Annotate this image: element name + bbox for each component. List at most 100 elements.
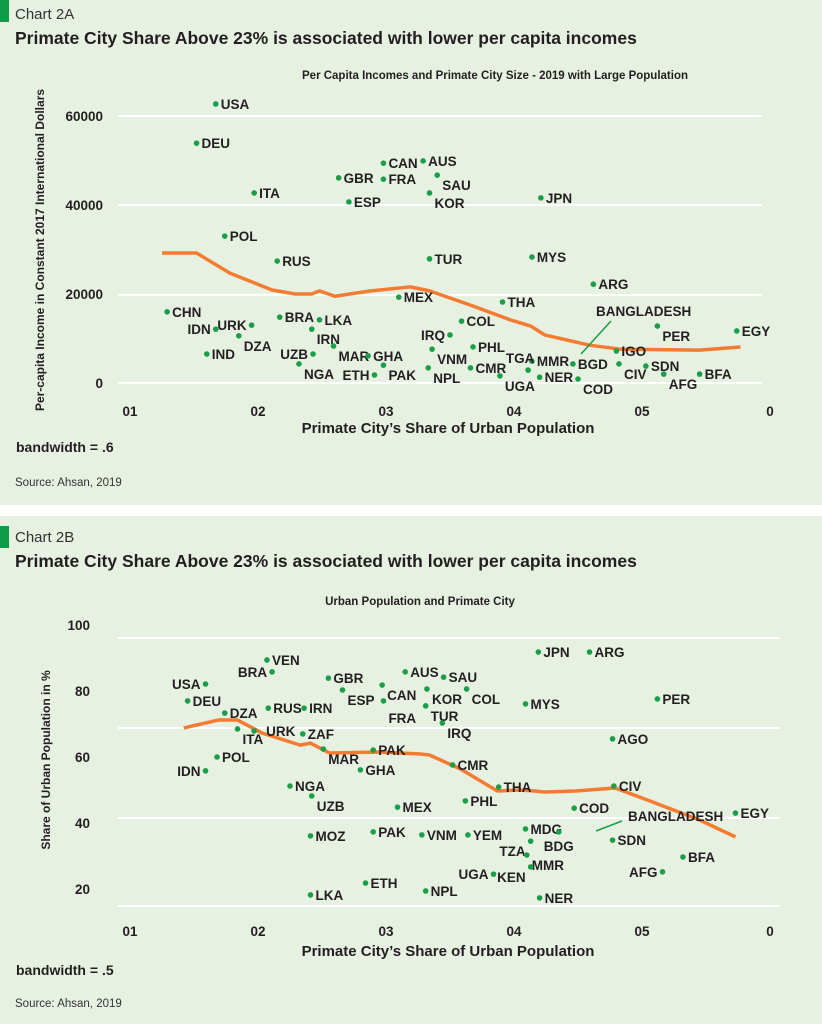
data-point bbox=[611, 783, 617, 789]
data-point bbox=[422, 703, 429, 709]
data-point-label: KOR bbox=[432, 692, 462, 707]
x-axis-title: Primate City’s Share of Urban Population bbox=[301, 943, 595, 960]
annotation-label: BANGLADESH bbox=[596, 304, 691, 319]
data-point bbox=[346, 199, 352, 205]
data-point bbox=[420, 158, 426, 164]
data-point-label: AFG bbox=[629, 865, 658, 880]
data-point bbox=[429, 346, 435, 352]
data-point-label: VEN bbox=[272, 653, 300, 668]
data-point bbox=[269, 669, 275, 675]
data-point bbox=[535, 649, 542, 655]
data-point-label: DZA bbox=[230, 706, 258, 721]
data-point bbox=[536, 374, 543, 381]
data-point-label: SDN bbox=[651, 359, 680, 374]
data-point bbox=[575, 376, 581, 382]
data-point-label: GBR bbox=[333, 671, 363, 686]
data-point bbox=[527, 864, 534, 870]
chart-kicker: Chart 2B bbox=[15, 529, 75, 546]
data-point bbox=[696, 371, 703, 377]
data-point bbox=[449, 762, 456, 768]
data-point bbox=[680, 854, 686, 860]
data-point bbox=[556, 829, 562, 835]
data-point bbox=[335, 175, 342, 181]
data-point bbox=[660, 371, 667, 377]
x-tick-label: 04 bbox=[506, 404, 522, 419]
data-point-label: BFA bbox=[688, 850, 715, 865]
data-point bbox=[447, 332, 453, 338]
x-tick-label: 02 bbox=[250, 924, 265, 939]
data-point-label: DEU bbox=[193, 694, 222, 709]
data-point bbox=[251, 728, 257, 734]
data-point bbox=[212, 326, 219, 332]
data-point-label: SAU bbox=[442, 178, 471, 193]
data-point-label: MEX bbox=[403, 800, 432, 815]
data-point bbox=[380, 176, 387, 182]
data-point bbox=[402, 669, 409, 675]
annotation-leader-line bbox=[580, 320, 612, 355]
data-point bbox=[212, 101, 219, 107]
chart-title: Primate City Share Above 23% is associat… bbox=[15, 551, 637, 571]
data-point bbox=[609, 736, 616, 742]
data-point-label: UZB bbox=[280, 347, 308, 362]
data-point-label: TZA bbox=[499, 844, 525, 859]
data-point-label: UZB bbox=[317, 799, 345, 814]
data-point-label: IRN bbox=[309, 701, 332, 716]
data-point-label: MOZ bbox=[315, 829, 345, 844]
data-point-label: SDN bbox=[618, 833, 647, 848]
data-point bbox=[529, 358, 535, 364]
data-point bbox=[733, 328, 740, 334]
data-point bbox=[616, 361, 622, 367]
data-point bbox=[654, 323, 661, 329]
data-point-label: THA bbox=[504, 780, 532, 795]
data-point-label: JPN bbox=[543, 645, 569, 660]
data-point-label: MYS bbox=[537, 250, 566, 265]
data-point bbox=[184, 698, 191, 704]
data-point bbox=[490, 871, 497, 877]
data-point-label: UGA bbox=[459, 867, 489, 882]
data-point-label: ETH bbox=[342, 368, 369, 383]
data-point-label: MAR bbox=[328, 752, 359, 767]
data-point-label: PAK bbox=[378, 825, 406, 840]
data-point bbox=[320, 746, 327, 752]
data-point-label: CAN bbox=[387, 688, 416, 703]
chart-title: Primate City Share Above 23% is associat… bbox=[15, 28, 637, 48]
x-tick-label: 05 bbox=[634, 924, 650, 939]
data-point bbox=[467, 365, 474, 371]
data-point bbox=[221, 710, 228, 716]
data-point-label: COD bbox=[579, 801, 609, 816]
data-point bbox=[264, 657, 270, 663]
data-point bbox=[396, 294, 402, 300]
data-point bbox=[214, 754, 220, 760]
data-point-label: DZA bbox=[244, 339, 272, 354]
data-point bbox=[202, 681, 209, 687]
data-point bbox=[470, 344, 476, 350]
data-point-label: NPL bbox=[433, 371, 460, 386]
data-point-label: VNM bbox=[437, 352, 467, 367]
chart-kicker: Chart 2A bbox=[15, 6, 75, 23]
source-note: Source: Ahsan, 2019 bbox=[15, 477, 122, 489]
data-point-label: AUS bbox=[428, 154, 457, 169]
data-point-label: NGA bbox=[295, 779, 325, 794]
data-point-label: KOR bbox=[435, 196, 465, 211]
data-point bbox=[362, 880, 369, 886]
data-point-label: CIV bbox=[619, 779, 642, 794]
data-point bbox=[497, 373, 503, 379]
data-point-label: THA bbox=[507, 295, 535, 310]
x-axis-title: Primate City’s Share of Urban Population bbox=[301, 420, 595, 437]
data-point-label: ESP bbox=[354, 195, 381, 210]
data-point bbox=[380, 362, 387, 369]
data-point-label: USA bbox=[172, 677, 201, 692]
data-point-label: ZAF bbox=[308, 727, 334, 742]
data-point-label: AGO bbox=[618, 732, 649, 747]
data-point-label: AFG bbox=[669, 377, 698, 392]
data-point-label: IRQ bbox=[447, 726, 471, 741]
data-point-label: RUS bbox=[273, 701, 302, 716]
data-point bbox=[440, 674, 447, 680]
data-point-label: KEN bbox=[497, 870, 526, 885]
source-note: Source: Ahsan, 2019 bbox=[15, 998, 122, 1010]
data-point bbox=[251, 190, 257, 196]
data-point bbox=[522, 701, 529, 707]
data-point bbox=[424, 686, 430, 692]
data-point-label: YEM bbox=[473, 828, 502, 843]
data-point-label: UGA bbox=[505, 379, 535, 394]
